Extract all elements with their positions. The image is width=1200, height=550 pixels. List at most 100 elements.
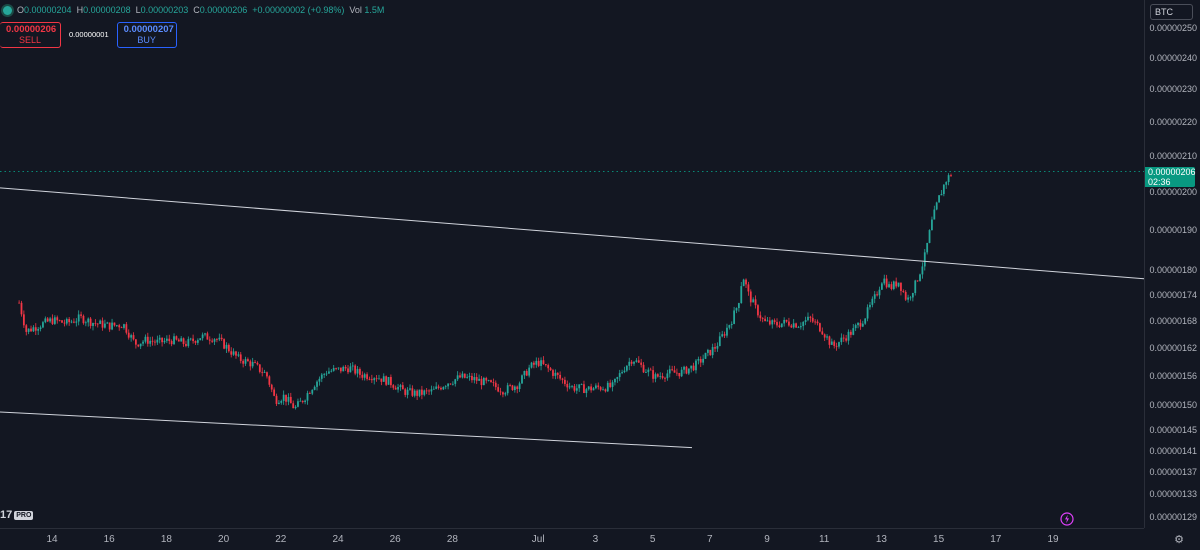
candle (113, 322, 116, 327)
candle (556, 372, 559, 379)
candle (63, 319, 66, 327)
sell-label: SELL (18, 35, 42, 45)
candle (73, 318, 75, 324)
candle (647, 367, 650, 377)
candle (206, 331, 209, 340)
candle (420, 385, 423, 400)
candle (880, 282, 883, 290)
settings-icon[interactable]: ⚙ (1174, 534, 1184, 546)
candle (344, 364, 347, 371)
lightning-icon[interactable] (1060, 512, 1074, 526)
candle (456, 371, 459, 382)
candle (900, 282, 902, 296)
candle (878, 286, 881, 299)
candle (618, 369, 621, 382)
trendline[interactable] (0, 187, 1144, 280)
price-tick-label: 0.00000150 (1149, 400, 1197, 411)
currency-selector[interactable]: BTC (1150, 4, 1193, 20)
candle (156, 335, 159, 345)
candle (768, 316, 771, 326)
candle (745, 278, 747, 288)
candle (270, 383, 273, 393)
candle (211, 338, 214, 343)
candle (842, 334, 845, 342)
candle (547, 363, 550, 373)
candle (609, 379, 612, 389)
candle (137, 344, 140, 348)
candle (671, 365, 674, 372)
candle (721, 330, 724, 338)
buy-button[interactable]: 0.00000207 BUY (116, 22, 177, 48)
candle (232, 348, 235, 356)
candle (146, 332, 149, 347)
candle (163, 337, 166, 344)
candle (511, 384, 514, 391)
candle (385, 375, 388, 387)
candle (440, 386, 442, 391)
candle (628, 357, 631, 371)
candle (49, 316, 51, 323)
candle (196, 338, 199, 346)
candle (277, 400, 280, 405)
time-axis[interactable]: 14 16 18 20 22 24 26 28 Jul 3 5 7 9 11 13 15 17 19 (0, 528, 1144, 550)
candle (266, 371, 268, 379)
candle (39, 325, 42, 332)
candle (754, 295, 757, 309)
candle (666, 369, 669, 381)
candle (678, 372, 681, 379)
candle (432, 386, 435, 390)
price-scale[interactable]: 0.00000250 0.00000240 0.00000230 0.00000220… (1144, 0, 1200, 528)
candle (280, 399, 283, 405)
candle (84, 320, 87, 327)
candle (192, 334, 194, 344)
candle (785, 319, 788, 323)
candle (947, 173, 950, 186)
candle (399, 383, 402, 391)
candle (690, 365, 693, 373)
time-tick-label: 20 (218, 534, 230, 545)
candle (227, 343, 230, 353)
candle (640, 358, 643, 368)
chart-area[interactable] (0, 0, 1144, 528)
chart-canvas[interactable] (0, 0, 1144, 528)
price-tick-label: 0.00000145 (1149, 425, 1197, 436)
candle (885, 274, 888, 289)
candle (304, 399, 307, 405)
candle (134, 339, 137, 349)
candle (692, 362, 695, 372)
candle (809, 315, 812, 323)
time-tick-label: 7 (707, 534, 713, 545)
trendline[interactable] (0, 411, 693, 449)
tradingview-logo[interactable]: 17 PRO (0, 509, 34, 521)
candle (869, 301, 871, 310)
candle (597, 382, 600, 390)
candle (506, 382, 509, 396)
candle (942, 184, 945, 197)
candle (540, 357, 542, 371)
candle (907, 294, 909, 303)
candle (451, 381, 454, 386)
candle (499, 387, 502, 396)
candle (301, 400, 304, 404)
candle (239, 351, 242, 364)
candle (480, 376, 483, 390)
sell-button[interactable]: 0.00000206 SELL (0, 22, 61, 48)
candle (668, 365, 671, 378)
candle (261, 367, 264, 377)
candle (330, 368, 333, 373)
candle (849, 329, 852, 338)
candle (308, 391, 311, 395)
candle (189, 337, 192, 341)
candle (702, 354, 705, 366)
candle (911, 292, 914, 302)
ohlc-legend: O0.00000204 H0.00000208 L0.00000203 C0.0… (3, 5, 384, 15)
candle (115, 324, 118, 327)
candle (390, 374, 392, 388)
candle (406, 387, 409, 399)
candle (726, 323, 728, 338)
time-tick-label: 22 (275, 534, 287, 545)
candle (325, 370, 328, 376)
candle (852, 324, 855, 336)
candle (523, 370, 526, 379)
candle (151, 336, 154, 346)
